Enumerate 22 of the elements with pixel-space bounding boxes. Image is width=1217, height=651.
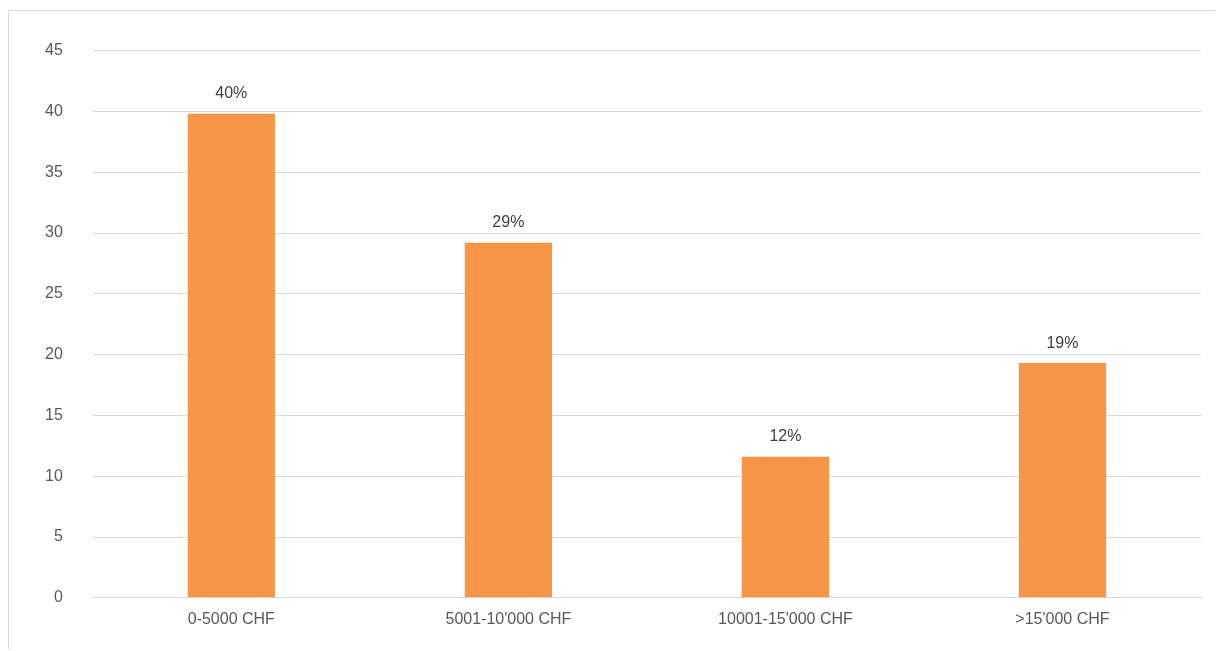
y-tick-label: 10 bbox=[45, 466, 63, 484]
x-tick-label: >15'000 CHF bbox=[1015, 609, 1110, 627]
data-label: 12% bbox=[769, 427, 802, 445]
x-tick-label: 0-5000 CHF bbox=[187, 609, 276, 627]
y-tick-label: 0 bbox=[53, 588, 63, 606]
bar bbox=[1018, 363, 1107, 598]
y-tick-label: 30 bbox=[45, 223, 63, 241]
y-tick-label: 20 bbox=[45, 345, 63, 363]
bar bbox=[464, 242, 553, 598]
data-label: 40% bbox=[215, 84, 248, 102]
y-tick-label: 45 bbox=[45, 41, 63, 59]
y-tick-label: 40 bbox=[45, 101, 63, 119]
y-tick-label: 15 bbox=[45, 405, 63, 423]
y-tick-label: 25 bbox=[45, 284, 63, 302]
x-tick-label: 5001-10'000 CHF bbox=[445, 609, 572, 627]
y-tick-label: 5 bbox=[53, 527, 63, 545]
bar bbox=[741, 456, 830, 598]
bar bbox=[187, 113, 275, 598]
data-label: 29% bbox=[492, 213, 525, 231]
y-tick-label: 35 bbox=[45, 162, 63, 180]
x-tick-label: 10001-15'000 CHF bbox=[718, 609, 853, 627]
data-label: 19% bbox=[1046, 333, 1079, 351]
